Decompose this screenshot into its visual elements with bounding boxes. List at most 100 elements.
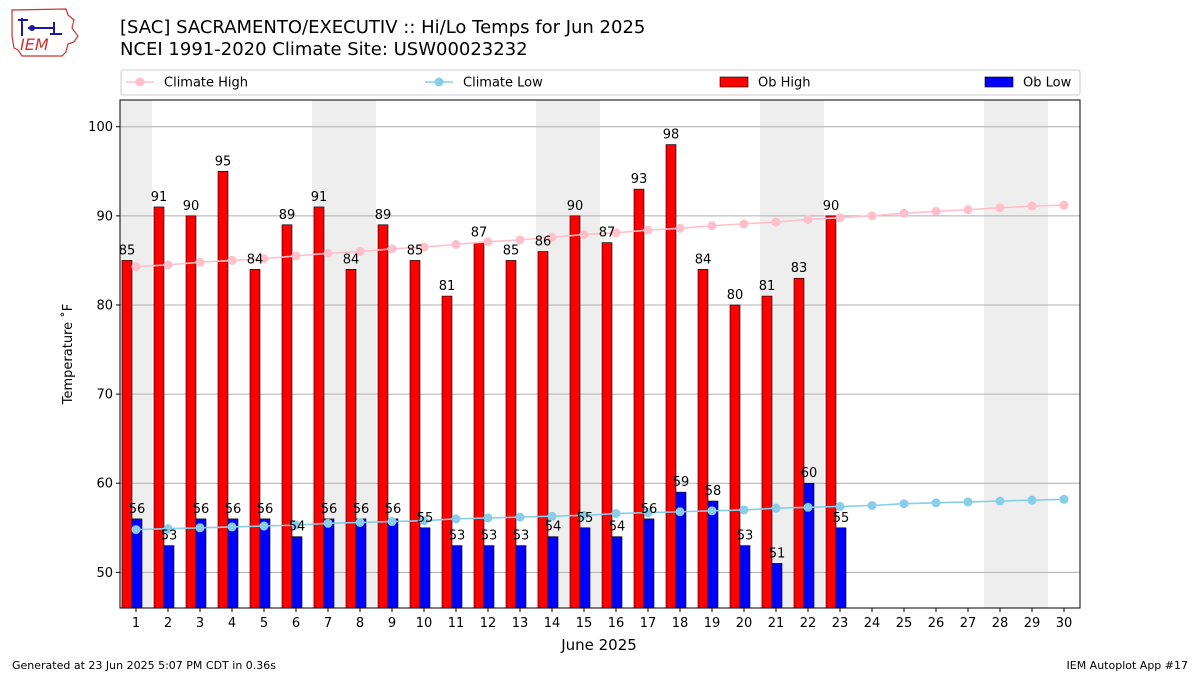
ob-low-bar-label: 56 (129, 502, 146, 517)
climate-lines (131, 200, 1069, 535)
chart-subtitle: NCEI 1991-2020 Climate Site: USW00023232 (120, 39, 528, 60)
grid-lines (120, 126, 1080, 573)
ob-high-bar (633, 188, 645, 609)
iem-logo: IEM (11, 8, 79, 57)
ob-high-bar (505, 260, 517, 609)
ob-low-bar-label: 53 (449, 529, 466, 544)
x-tick-label: 4 (228, 616, 236, 631)
ob-low-bar-label: 56 (385, 502, 402, 517)
ob-low-bar-label: 54 (609, 520, 626, 535)
x-axis-label: June 2025 (560, 636, 637, 654)
ob-high-bar-label: 84 (695, 252, 712, 267)
climate-low-point (515, 512, 525, 522)
ob-low-bar (259, 518, 271, 609)
y-axis-label: Temperature ˚F (60, 304, 76, 405)
climate-low-point (835, 501, 845, 511)
x-tick-label: 18 (672, 616, 689, 631)
ob-low-bar (579, 527, 591, 609)
climate-low-point (803, 502, 813, 512)
climate-low-point (483, 513, 493, 523)
climate-low-point (931, 498, 941, 508)
ob-high-bar-label: 93 (631, 172, 648, 187)
ob-low-bar-label: 53 (161, 529, 178, 544)
ob-low-bar (835, 527, 847, 609)
climate-high-point (387, 244, 397, 254)
ob-low-bar (483, 545, 495, 609)
climate-low-point (867, 501, 877, 511)
x-tick-label: 30 (1056, 616, 1073, 631)
ob-high-bar (153, 206, 165, 609)
x-tick-label: 11 (448, 616, 465, 631)
ob-high-bar (729, 304, 741, 609)
bars (121, 144, 847, 609)
ob-high-bar (569, 215, 581, 609)
y-tick-label: 80 (96, 298, 113, 313)
ob-low-legend-swatch (984, 76, 1014, 88)
climate-low-legend-marker (434, 77, 444, 87)
ob-high-bar-label: 83 (791, 261, 808, 276)
x-tick-label: 23 (832, 616, 849, 631)
ob-high-bar-label: 85 (407, 243, 424, 258)
climate-low-point (291, 520, 301, 530)
climate-high-point (291, 251, 301, 261)
ob-high-legend-label: Ob High (758, 76, 811, 91)
x-tick-label: 2 (164, 616, 172, 631)
x-tick-label: 1 (132, 616, 140, 631)
climate-low-point (387, 517, 397, 527)
x-tick-label: 12 (480, 616, 497, 631)
climate-high-point (835, 213, 845, 223)
climate-low-point (355, 517, 365, 527)
climate-high-point (131, 262, 141, 272)
climate-high-legend-marker (135, 77, 145, 87)
x-tick-label: 16 (608, 616, 625, 631)
ob-low-bar-label: 53 (481, 529, 498, 544)
x-tick-label: 9 (388, 616, 396, 631)
climate-low-point (259, 521, 269, 531)
weekend-band (1016, 100, 1048, 608)
climate-high-point (163, 260, 173, 270)
climate-low-point (227, 522, 237, 532)
climate-low-point (1027, 495, 1037, 505)
weekend-shading (120, 100, 1048, 608)
ob-low-bar-label: 56 (225, 502, 242, 517)
climate-low-point (643, 508, 653, 518)
climate-high-point (899, 208, 909, 218)
climate-low-point (771, 503, 781, 513)
climate-high-point (1059, 200, 1069, 210)
ob-low-bar (547, 536, 559, 609)
x-tick-label: 21 (768, 616, 785, 631)
climate-high-point (1027, 201, 1037, 211)
ob-low-legend-label: Ob Low (1023, 76, 1072, 91)
x-tick-label: 15 (576, 616, 593, 631)
ob-low-bar-label: 53 (513, 529, 530, 544)
x-tick-label: 5 (260, 616, 268, 631)
ob-low-bar-label: 59 (673, 475, 690, 490)
ob-high-bar-label: 89 (279, 208, 296, 223)
legend-box (120, 69, 1081, 96)
ob-high-bar (377, 224, 389, 609)
ob-high-bar-label: 85 (119, 243, 136, 258)
ob-low-bar-label: 54 (289, 520, 306, 535)
ob-high-bar-label: 85 (503, 243, 520, 258)
climate-low-point (195, 523, 205, 533)
climate-high-point (643, 225, 653, 235)
ob-low-bar-label: 55 (577, 511, 594, 526)
ob-low-bar (451, 545, 463, 609)
ob-low-bar (611, 536, 623, 609)
ob-low-bar-label: 56 (193, 502, 210, 517)
climate-high-point (931, 206, 941, 216)
climate-low-line (135, 498, 1065, 531)
ob-low-bar (771, 563, 783, 609)
climate-low-point (419, 516, 429, 526)
y-tick-label: 100 (88, 120, 113, 135)
ob-low-bar-label: 56 (257, 502, 274, 517)
climate-high-line (135, 204, 1065, 268)
ob-high-bar (537, 251, 549, 609)
x-tick-label: 7 (324, 616, 332, 631)
ob-high-bar-label: 95 (215, 154, 232, 169)
ob-high-bar-label: 80 (727, 288, 744, 303)
ob-high-bar (281, 224, 293, 609)
ob-high-bar (409, 260, 421, 609)
